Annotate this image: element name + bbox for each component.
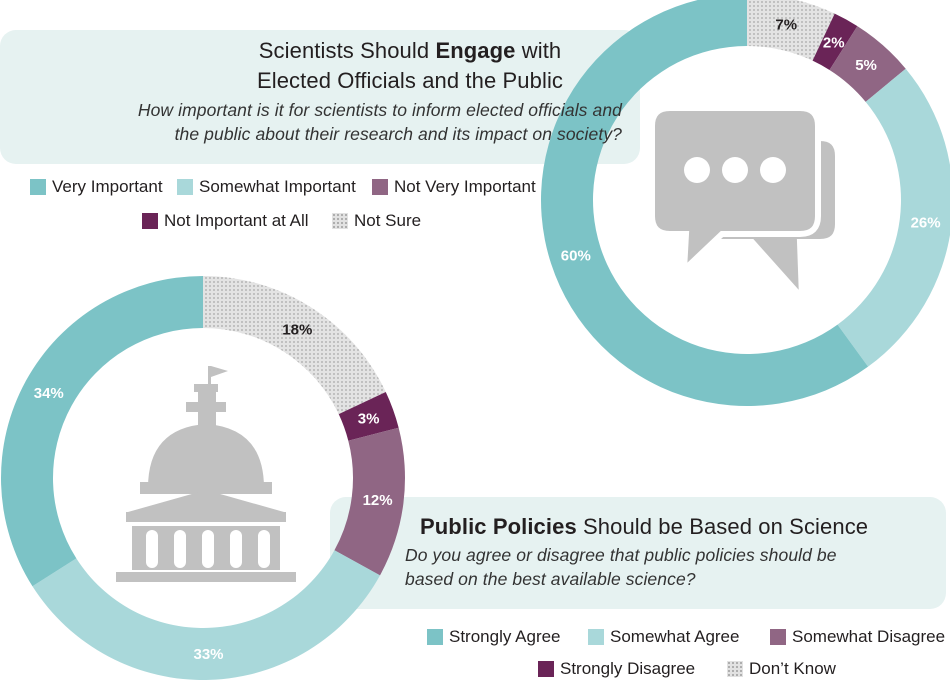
legend-swatch <box>770 629 786 645</box>
legend-swatch <box>588 629 604 645</box>
legend-label: Strongly Agree <box>449 627 561 646</box>
policy-slice-label-0: 18% <box>282 321 312 338</box>
policy-slice-1 <box>338 391 399 441</box>
legend-swatch <box>372 179 388 195</box>
legend-swatch <box>427 629 443 645</box>
engage-slice-label-0: 7% <box>775 16 797 33</box>
legend-swatch <box>142 213 158 229</box>
engage-slice-4 <box>541 0 869 406</box>
policy-question: Do you agree or disagree that public pol… <box>405 545 837 589</box>
engage-title: Scientists Should Engage with Elected Of… <box>256 38 564 93</box>
engage-slice-2 <box>829 26 906 102</box>
policy-slice-label-2: 12% <box>363 492 393 509</box>
policy-slice-2 <box>334 427 405 576</box>
capitol-building-icon <box>116 366 296 582</box>
legend-swatch <box>30 179 46 195</box>
legend-label: Not Sure <box>354 211 422 230</box>
engage-slice-label-4: 60% <box>561 248 591 265</box>
engage-donut-chart: 7% 2% 5% 26% 60% <box>541 0 950 406</box>
policy-slice-3 <box>32 550 381 680</box>
policy-slice-0 <box>203 276 386 415</box>
legend-very-important: Very Important <box>30 177 163 197</box>
legend-label: Don’t Know <box>749 659 836 678</box>
engage-slice-3 <box>837 68 950 367</box>
policy-slice-label-1: 3% <box>358 410 380 427</box>
policy-slice-4 <box>1 276 203 587</box>
legend-somewhat-disagree: Somewhat Disagree <box>770 627 945 647</box>
top-question-panel <box>0 30 640 164</box>
bottom-question-panel <box>330 497 946 609</box>
legend-swatch <box>177 179 193 195</box>
policy-title: Public Policies Should be Based on Scien… <box>420 514 869 539</box>
speech-bubbles-icon <box>649 105 841 307</box>
engage-slice-1 <box>812 13 858 70</box>
engage-slice-0 <box>747 0 835 61</box>
legend-swatch <box>538 661 554 677</box>
legend-strongly-disagree: Strongly Disagree <box>538 659 695 679</box>
legend-somewhat-important: Somewhat Important <box>177 177 356 197</box>
policy-slice-label-4: 34% <box>34 385 64 402</box>
legend-label: Very Important <box>52 177 163 196</box>
legend-label: Somewhat Disagree <box>792 627 946 646</box>
legend-label: Not Important at All <box>164 211 309 230</box>
engage-slice-label-1: 2% <box>823 34 845 51</box>
legend-label: Not Very Important <box>394 177 536 196</box>
legend-swatch <box>332 213 348 229</box>
legend-somewhat-agree: Somewhat Agree <box>588 627 739 647</box>
legend-label: Strongly Disagree <box>560 659 696 678</box>
policy-donut-chart: 18% 3% 12% 33% 34% <box>1 276 405 680</box>
legend-label: Somewhat Important <box>199 177 356 196</box>
legend-not-very-important: Not Very Important <box>372 177 536 197</box>
policy-slice-label-3: 33% <box>194 646 224 663</box>
engage-slice-label-2: 5% <box>855 57 877 74</box>
engage-question: How important is it for scientists to in… <box>137 100 622 144</box>
legend-strongly-agree: Strongly Agree <box>427 627 561 647</box>
legend-not-sure: Not Sure <box>332 211 421 231</box>
legend-label: Somewhat Agree <box>610 627 740 646</box>
engage-slice-label-3: 26% <box>911 215 941 232</box>
legend-dont-know: Don’t Know <box>727 659 836 679</box>
legend-not-important-at-all: Not Important at All <box>142 211 309 231</box>
legend-swatch <box>727 661 743 677</box>
